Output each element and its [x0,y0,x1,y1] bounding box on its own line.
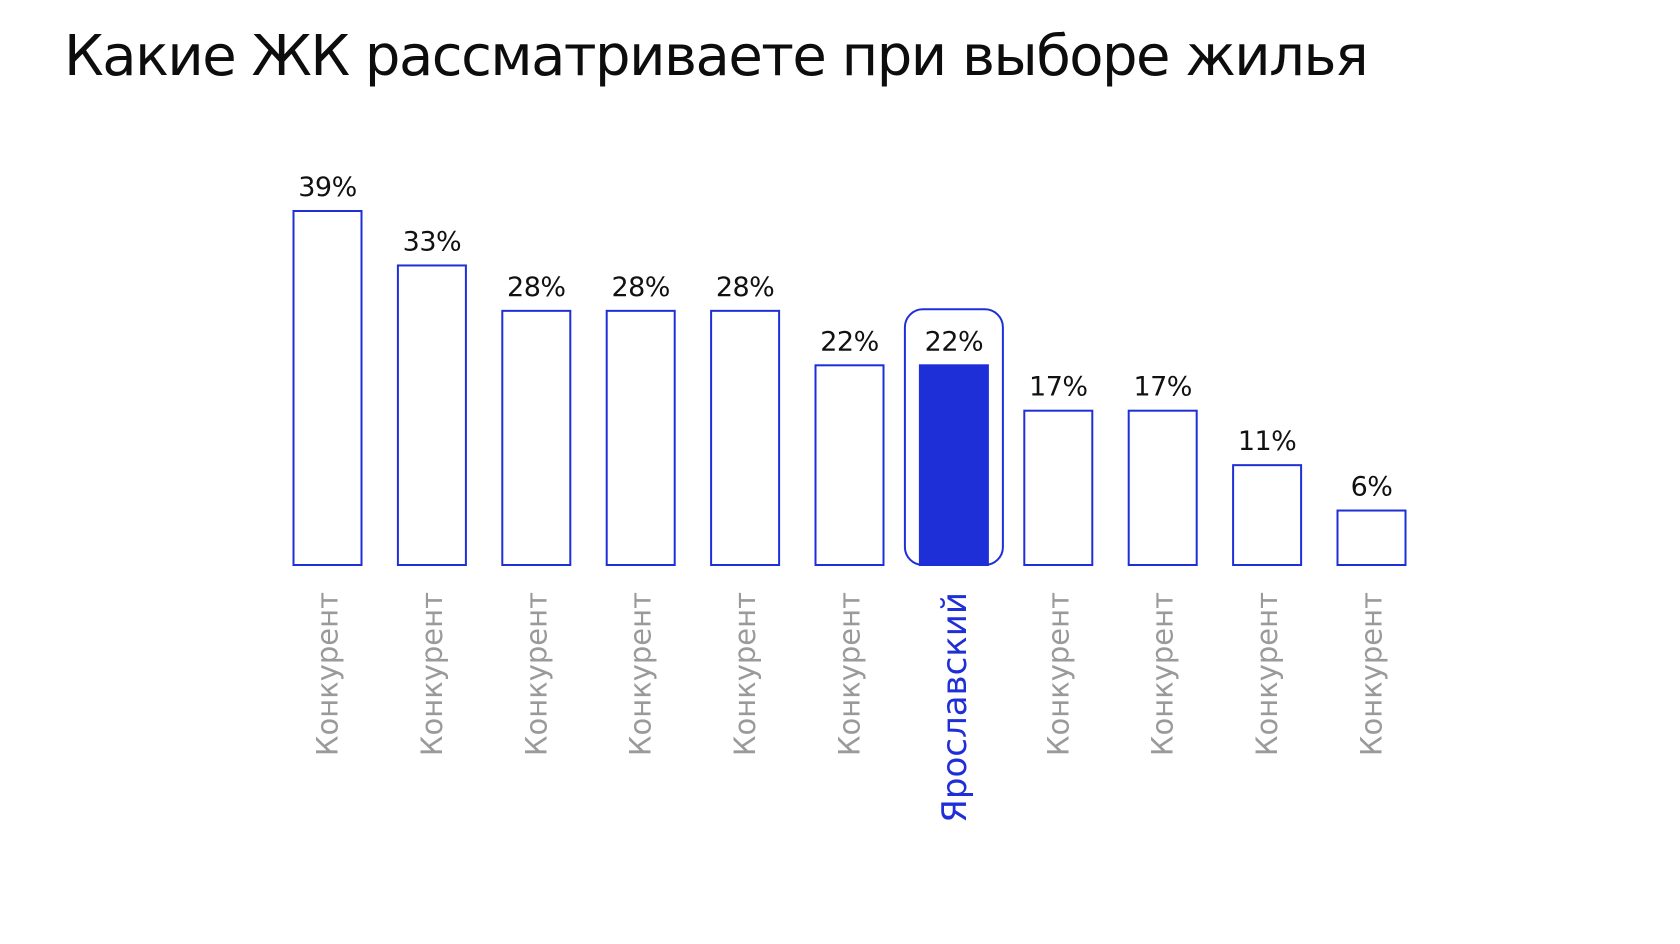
bar-value-label: 33% [403,226,462,257]
bar [605,309,676,566]
page-title: Какие ЖК рассматриваете при выборе жилья [64,24,1369,89]
value-labels-layer: 39% 33% 28% 28% 28% 22% 22% 17% 17% 11% 6% [298,172,1393,503]
bar [501,309,572,566]
bar-value-label: 17% [1133,372,1192,403]
bar [710,309,781,566]
bar [1336,509,1407,566]
bar-value-label: 28% [507,272,566,303]
bar-value-label: 11% [1238,426,1297,457]
bar-value-label: 17% [1029,372,1088,403]
bar [292,210,363,566]
category-label: Конкурент [1355,592,1389,756]
category-label: Конкурент [519,592,553,756]
category-label: Конкурент [624,592,658,756]
category-label: Конкурент [311,592,345,756]
bar-value-label: 22% [820,326,879,357]
bar [1023,409,1094,567]
bar [396,264,467,566]
bar-highlight [918,364,989,566]
category-label: Конкурент [1250,592,1284,756]
bar [1232,464,1303,566]
bar-value-label: 39% [298,172,357,203]
bar [814,364,885,566]
category-label-highlight: Ярославский [935,592,975,823]
bar-value-label: 28% [716,272,775,303]
bar-value-label: 28% [611,272,670,303]
category-label: Конкурент [833,592,867,756]
category-label: Конкурент [1041,592,1075,756]
category-label: Конкурент [415,592,449,756]
category-label: Конкурент [728,592,762,756]
category-labels-layer: Конкурент Конкурент Конкурент Конкурент Конк… [311,592,1389,823]
bars-layer [292,210,1407,567]
bar-value-label: 6% [1351,472,1393,503]
bar [1127,409,1198,567]
bar-value-label: 22% [925,326,984,357]
category-label: Конкурент [1146,592,1180,756]
